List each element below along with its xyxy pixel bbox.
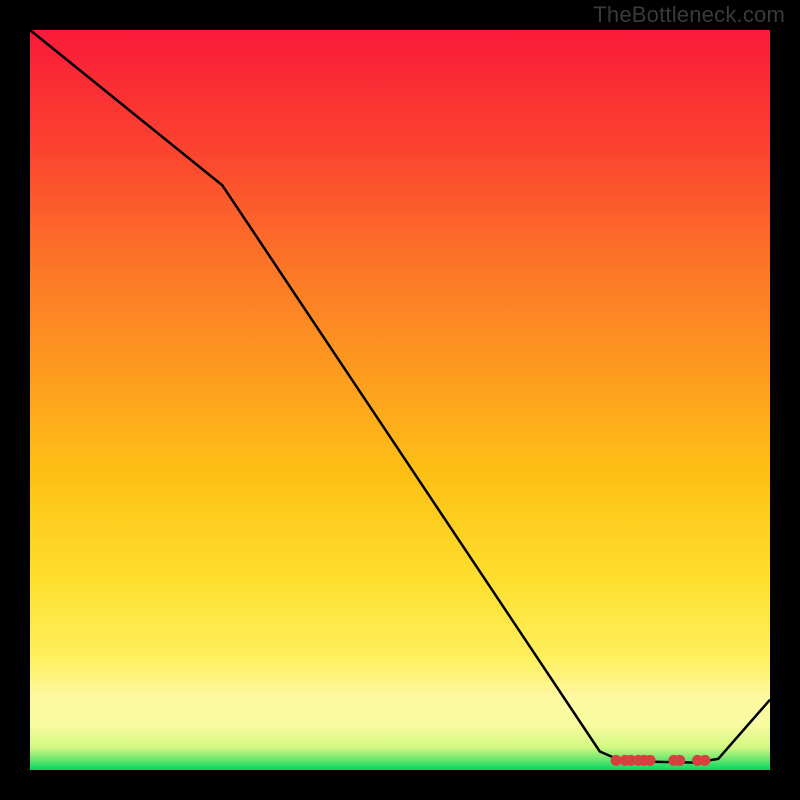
watermark-text: TheBottleneck.com: [593, 2, 785, 28]
data-marker: [699, 755, 710, 766]
plot-background: [30, 30, 770, 770]
bottleneck-chart: [0, 0, 800, 800]
data-marker: [674, 755, 685, 766]
data-marker: [645, 755, 656, 766]
